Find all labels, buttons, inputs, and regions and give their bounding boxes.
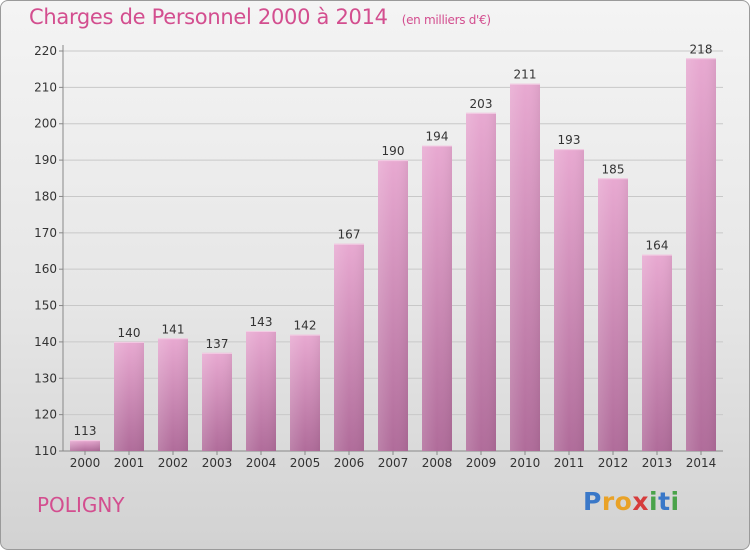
data-label: 218 <box>690 42 713 56</box>
x-tick-label: 2003 <box>202 456 233 470</box>
x-tick-label: 2011 <box>554 456 585 470</box>
bars <box>70 58 716 452</box>
bar-shine <box>422 145 452 451</box>
y-tick-label: 120 <box>34 408 57 422</box>
chart-title-text: Charges de Personnel 2000 à 2014 <box>29 5 388 29</box>
bar-shine <box>642 254 672 451</box>
chart-subtitle: (en milliers d'€) <box>401 13 491 27</box>
bar-shine <box>598 178 628 452</box>
x-tick-label: 2009 <box>466 456 497 470</box>
x-tick-label: 2000 <box>70 456 101 470</box>
bar-shine <box>158 338 188 451</box>
data-label: 190 <box>382 144 405 158</box>
bar-shine <box>290 334 320 451</box>
x-tick-label: 2014 <box>686 456 717 470</box>
x-tick-label: 2002 <box>158 456 189 470</box>
x-tick-label: 2012 <box>598 456 629 470</box>
x-tick-label: 2008 <box>422 456 453 470</box>
bar-shine <box>686 58 716 451</box>
proxiti-logo[interactable]: Proxiti <box>583 487 680 516</box>
x-tick-label: 2005 <box>290 456 321 470</box>
data-label: 164 <box>646 239 669 253</box>
bar-shine <box>510 83 540 452</box>
y-tick-label: 220 <box>34 44 57 58</box>
bar-shine <box>466 112 496 452</box>
data-labels: 113 140 141 137 143 142 167 190 194 203 211 193 185 1… <box>74 42 713 438</box>
data-label: 113 <box>74 424 97 438</box>
logo-letter: i <box>649 487 659 516</box>
bar-shine <box>378 160 408 451</box>
y-tick-label: 190 <box>34 153 57 167</box>
logo-letter: P <box>583 487 602 516</box>
x-tick-label: 2004 <box>246 456 277 470</box>
logo-letter: i <box>670 487 680 516</box>
data-label: 142 <box>294 319 317 333</box>
data-label: 194 <box>426 130 449 144</box>
chart-title: Charges de Personnel 2000 à 2014 (en mill… <box>29 5 491 29</box>
y-tick-label: 180 <box>34 189 57 203</box>
data-label: 140 <box>118 326 141 340</box>
data-label: 211 <box>514 68 537 82</box>
data-label: 141 <box>162 322 185 336</box>
x-tick-label: 2010 <box>510 456 541 470</box>
logo-letter: t <box>658 487 671 516</box>
logo-letter: r <box>601 487 615 516</box>
data-label: 203 <box>470 97 493 111</box>
y-tick-label: 210 <box>34 80 57 94</box>
data-label: 143 <box>250 315 273 329</box>
y-tick-label: 170 <box>34 226 57 240</box>
bar-shine <box>246 331 276 451</box>
y-tick-label: 160 <box>34 262 57 276</box>
bar-shine <box>202 352 232 451</box>
y-tick-label: 200 <box>34 117 57 131</box>
y-tick-label: 140 <box>34 335 57 349</box>
bar-shine <box>554 149 584 451</box>
x-tick-label: 2007 <box>378 456 409 470</box>
y-tick-label: 150 <box>34 299 57 313</box>
data-label: 137 <box>206 337 229 351</box>
logo-letter: o <box>614 487 633 516</box>
logo-letter: x <box>632 487 649 516</box>
x-tick-label: 2013 <box>642 456 673 470</box>
bar-shine <box>70 440 100 451</box>
y-tick-label: 110 <box>34 444 57 458</box>
data-label: 185 <box>602 162 625 176</box>
y-tick-label: 130 <box>34 371 57 385</box>
data-label: 167 <box>338 228 361 242</box>
bar-shine <box>114 341 144 451</box>
bar-shine <box>334 243 364 451</box>
data-label: 193 <box>558 133 581 147</box>
commune-name: POLIGNY <box>37 493 125 517</box>
x-tick-label: 2006 <box>334 456 365 470</box>
x-tick-label: 2001 <box>114 456 145 470</box>
